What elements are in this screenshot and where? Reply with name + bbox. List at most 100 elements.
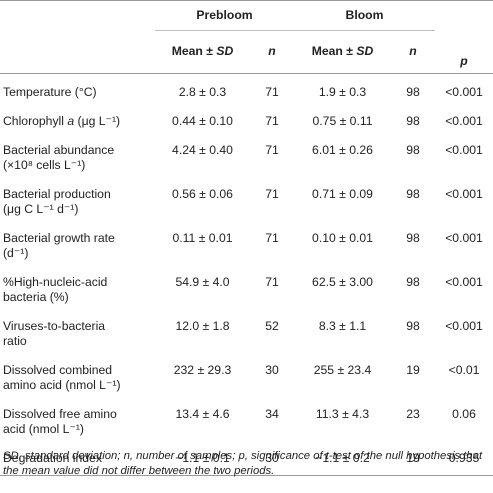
row-label-line2: (×10⁸ cells L⁻¹) [3, 157, 86, 172]
p-value: <0.001 [445, 274, 483, 289]
header-bloom-mean: Mean ± SD [294, 31, 391, 74]
prebloom-mean: 2.8 ± 0.3 [178, 84, 227, 99]
row-label-line1: Temperature (°C) [3, 84, 97, 99]
p-value: 0.06 [452, 406, 476, 421]
mean-prefix: Mean ± [171, 44, 217, 59]
prebloom-mean: −1.1 ± 0.1 [175, 450, 230, 465]
italic-a: a [67, 113, 75, 128]
p-value: <0.001 [445, 318, 483, 333]
header-empty-2 [0, 31, 155, 74]
prebloom-n: 71 [265, 274, 279, 289]
bloom-n: 98 [406, 142, 420, 157]
row-label-line1: Bacterial abundance [3, 142, 115, 157]
bloom-mean: 8.3 ± 1.1 [318, 318, 367, 333]
prebloom-n: 71 [265, 142, 279, 157]
row-label: Temperature (°C) [0, 73, 155, 105]
bloom-mean: −1.1 ± 0.2 [315, 450, 370, 465]
table-row: Temperature (°C) 2.8 ± 0.3 71 1.9 ± 0.3 98 <0… [0, 73, 493, 105]
row-label-line1: Chlorophyll a (μg L⁻¹) [3, 113, 121, 128]
p-value: <0.001 [445, 186, 483, 201]
prebloom-n: 71 [265, 186, 279, 201]
header-prebloom: Prebloom [155, 0, 294, 31]
prebloom-n: 30 [265, 362, 279, 377]
row-label: Viruses-to-bacteria ratio [0, 310, 155, 354]
row-label-line2: (d⁻¹) [3, 245, 29, 260]
prebloom-mean: 0.44 ± 0.10 [172, 113, 233, 128]
table-row: Bacterial production (μg C L⁻¹ d⁻¹) 0.56 ±… [0, 178, 493, 222]
row-label-line1: Degradation index [3, 450, 102, 465]
header-prebloom-n: n [268, 44, 276, 59]
table-row: Chlorophyll a (μg L⁻¹) 0.44 ± 0.10 71 0.75 … [0, 105, 493, 134]
header-empty-p [435, 0, 493, 31]
header-empty [0, 0, 155, 31]
table-row: Dissolved free amino acid (nmol L⁻¹) 13.4 … [0, 398, 493, 442]
mean-prefix: Mean ± [311, 44, 357, 59]
p-value: <0.001 [445, 113, 483, 128]
p-value: <0.01 [448, 362, 480, 377]
bloom-mean: 6.01 ± 0.26 [312, 142, 373, 157]
prebloom-n: 52 [265, 318, 279, 333]
data-table: Prebloom Bloom Mean ± SD n Mean ± SD n p… [0, 0, 493, 475]
row-label: Chlorophyll a (μg L⁻¹) [0, 105, 155, 134]
prebloom-mean: 4.24 ± 0.40 [172, 142, 233, 157]
row-label-line2: amino acid (nmol L⁻¹) [3, 377, 121, 392]
bloom-n: 98 [406, 274, 420, 289]
header-row-groups: Prebloom Bloom [0, 0, 493, 31]
bloom-mean: 62.5 ± 3.00 [312, 274, 373, 289]
row-label-line1: Bacterial growth rate [3, 230, 115, 245]
table-row: Dissolved combined amino acid (nmol L⁻¹) 2… [0, 354, 493, 398]
sd-label: SD [356, 44, 374, 59]
row-label-line2: ratio [3, 333, 27, 348]
bloom-n: 19 [406, 362, 420, 377]
header-prebloom-mean: Mean ± SD [155, 31, 250, 74]
bloom-n: 19 [406, 450, 420, 465]
bloom-n: 23 [406, 406, 420, 421]
prebloom-mean: 12.0 ± 1.8 [175, 318, 230, 333]
bloom-mean: 0.71 ± 0.09 [312, 186, 373, 201]
p-value: <0.001 [445, 142, 483, 157]
prebloom-n: 34 [265, 406, 279, 421]
bloom-mean: 0.10 ± 0.01 [312, 230, 373, 245]
row-label-line2: bacteria (%) [3, 289, 69, 304]
p-value: <0.001 [445, 84, 483, 99]
table-row: Bacterial abundance (×10⁸ cells L⁻¹) 4.24 … [0, 134, 493, 178]
row-label-line1: Bacterial production [3, 186, 111, 201]
row-label: Dissolved combined amino acid (nmol L⁻¹) [0, 354, 155, 398]
p-value: 0.935 [448, 450, 480, 465]
header-bloom: Bloom [294, 0, 435, 31]
row-label: Dissolved free amino acid (nmol L⁻¹) [0, 398, 155, 442]
row-label-line1: Dissolved combined [3, 362, 113, 377]
header-p: p [460, 53, 468, 68]
prebloom-n: 30 [265, 450, 279, 465]
row-label-line1: Viruses-to-bacteria [3, 318, 106, 333]
row-label-line2: acid (nmol L⁻¹) [3, 421, 84, 436]
row-label: Bacterial growth rate (d⁻¹) [0, 222, 155, 266]
header-row-columns: Mean ± SD n Mean ± SD n p [0, 31, 493, 74]
prebloom-n: 71 [265, 230, 279, 245]
prebloom-n: 71 [265, 84, 279, 99]
row-label-line1: Dissolved free amino [3, 406, 117, 421]
table-row: Bacterial growth rate (d⁻¹) 0.11 ± 0.01 71 0… [0, 222, 493, 266]
row-label: Degradation index [0, 442, 155, 476]
bloom-mean: 1.9 ± 0.3 [318, 84, 367, 99]
row-label-line1: %High-nucleic-acid [3, 274, 108, 289]
p-value: <0.001 [445, 230, 483, 245]
row-label: Bacterial abundance (×10⁸ cells L⁻¹) [0, 134, 155, 178]
footnote: SD, standard deviation; n, number of sam… [3, 450, 483, 477]
row-label-line2: (μg C L⁻¹ d⁻¹) [3, 201, 79, 216]
prebloom-mean: 0.56 ± 0.06 [172, 186, 233, 201]
table-body: Temperature (°C) 2.8 ± 0.3 71 1.9 ± 0.3 98 <0… [0, 73, 493, 475]
bloom-mean: 0.75 ± 0.11 [312, 113, 373, 128]
row-label: %High-nucleic-acid bacteria (%) [0, 266, 155, 310]
bloom-n: 98 [406, 113, 420, 128]
bloom-n: 98 [406, 318, 420, 333]
header-bloom-n: n [409, 44, 417, 59]
bloom-n: 98 [406, 186, 420, 201]
prebloom-mean: 0.11 ± 0.01 [172, 230, 233, 245]
bloom-n: 98 [406, 84, 420, 99]
sd-label: SD [216, 44, 234, 59]
table-row: Viruses-to-bacteria ratio 12.0 ± 1.8 52 8.3 … [0, 310, 493, 354]
prebloom-mean: 232 ± 29.3 [173, 362, 232, 377]
prebloom-mean: 13.4 ± 4.6 [175, 406, 230, 421]
prebloom-mean: 54.9 ± 4.0 [175, 274, 230, 289]
